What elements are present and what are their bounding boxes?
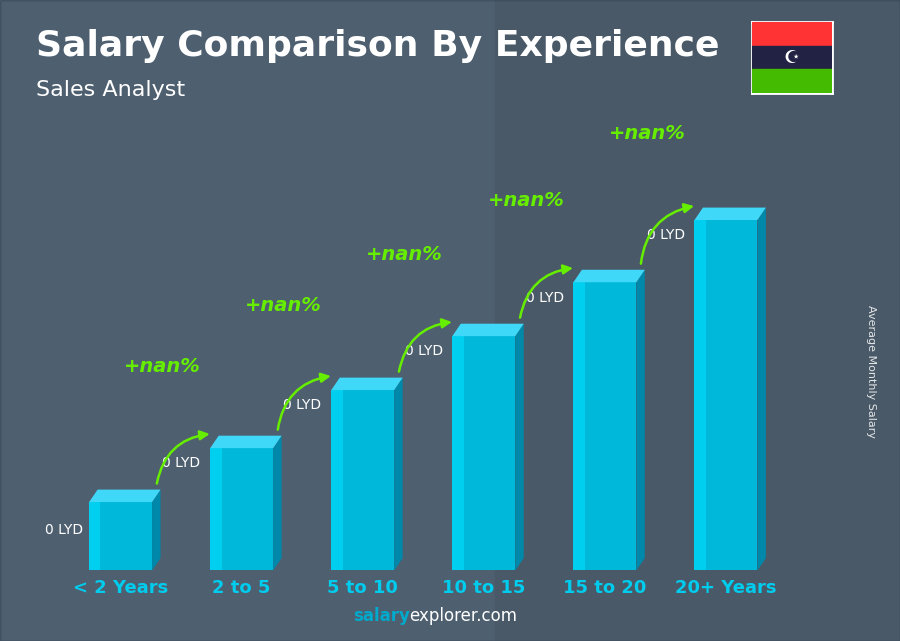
Polygon shape — [152, 490, 160, 570]
Bar — [695, 220, 706, 570]
Polygon shape — [636, 270, 644, 570]
Polygon shape — [758, 208, 766, 570]
Text: 0 LYD: 0 LYD — [404, 344, 443, 358]
Polygon shape — [331, 378, 402, 390]
Bar — [0, 0, 495, 641]
Bar — [453, 336, 516, 570]
Text: 0 LYD: 0 LYD — [45, 523, 83, 537]
Bar — [573, 282, 585, 570]
Text: +nan%: +nan% — [366, 245, 443, 263]
Polygon shape — [516, 324, 524, 570]
Polygon shape — [695, 208, 766, 220]
Polygon shape — [573, 270, 644, 282]
Text: Average Monthly Salary: Average Monthly Salary — [866, 305, 877, 438]
Text: +nan%: +nan% — [488, 190, 564, 210]
Bar — [752, 69, 833, 93]
Text: salary: salary — [353, 607, 410, 625]
Text: 0 LYD: 0 LYD — [646, 228, 685, 242]
Bar — [89, 502, 152, 570]
Bar — [331, 390, 343, 570]
Bar — [89, 502, 101, 570]
Bar — [495, 0, 900, 641]
Text: ☪: ☪ — [784, 49, 800, 67]
Bar — [573, 282, 636, 570]
Bar — [331, 390, 394, 570]
Bar — [752, 22, 833, 46]
Bar — [453, 336, 464, 570]
Bar — [695, 220, 758, 570]
Text: +nan%: +nan% — [124, 356, 201, 376]
Text: Salary Comparison By Experience: Salary Comparison By Experience — [36, 29, 719, 63]
Text: explorer.com: explorer.com — [410, 607, 518, 625]
Polygon shape — [394, 378, 402, 570]
Polygon shape — [453, 324, 524, 336]
Text: +nan%: +nan% — [608, 124, 685, 144]
Polygon shape — [89, 490, 160, 502]
Text: Sales Analyst: Sales Analyst — [36, 80, 185, 100]
Text: 0 LYD: 0 LYD — [526, 290, 563, 304]
Text: +nan%: +nan% — [246, 296, 322, 315]
Polygon shape — [211, 436, 282, 448]
Bar — [211, 448, 273, 570]
Bar — [752, 46, 833, 69]
Bar — [211, 448, 221, 570]
Text: 0 LYD: 0 LYD — [162, 456, 201, 470]
Text: 0 LYD: 0 LYD — [284, 398, 321, 412]
Polygon shape — [273, 436, 282, 570]
